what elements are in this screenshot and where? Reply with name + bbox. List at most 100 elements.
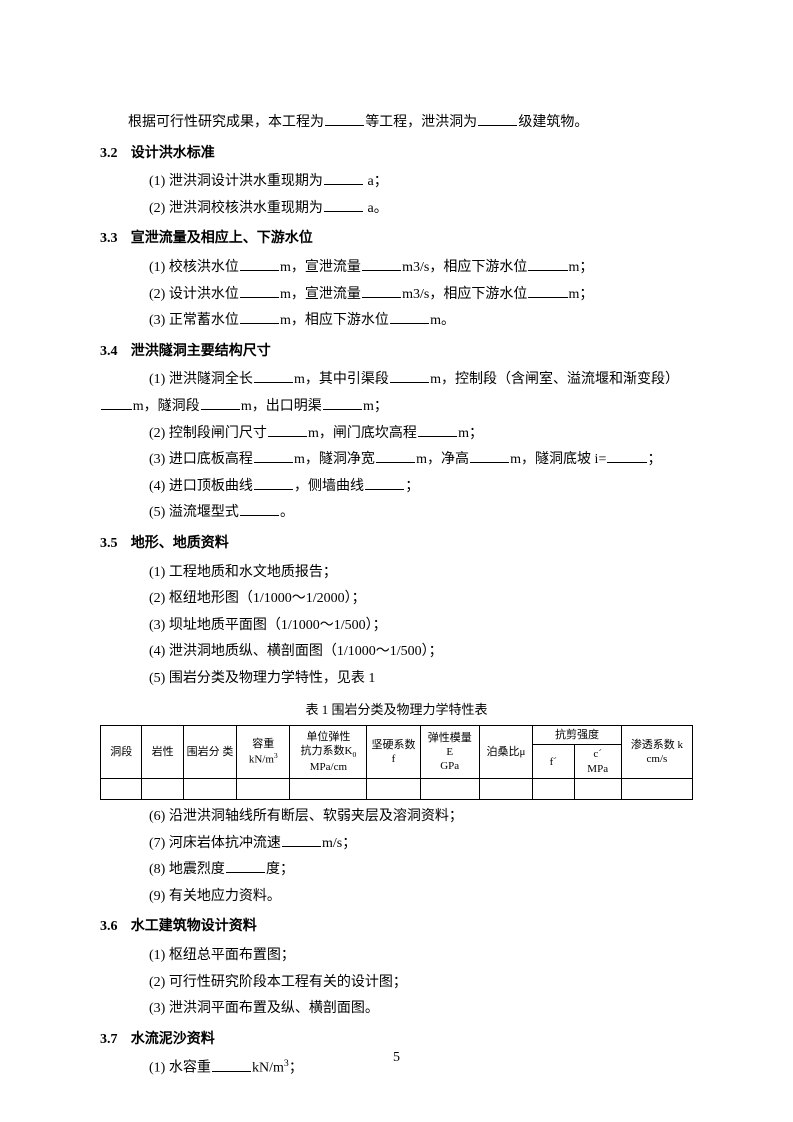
- table-header: 围岩分 类: [183, 726, 236, 779]
- blank-field[interactable]: [528, 256, 567, 271]
- blank-field[interactable]: [390, 368, 429, 383]
- text: m，隧洞段: [133, 399, 200, 414]
- blank-field[interactable]: [254, 368, 293, 383]
- blank-field[interactable]: [240, 256, 279, 271]
- text: E: [446, 746, 453, 758]
- text: MPa: [587, 763, 608, 775]
- text: 度；: [266, 862, 294, 877]
- blank-field[interactable]: [362, 256, 401, 271]
- blank-field[interactable]: [470, 448, 509, 463]
- table-header: fˊ: [533, 745, 574, 779]
- table-header: cˊ MPa: [574, 745, 621, 779]
- list-item: (1) 泄洪洞设计洪水重现期为 a；: [100, 169, 693, 196]
- table-cell: [183, 779, 236, 800]
- list-item: (5) 溢流堰型式 。: [100, 500, 693, 527]
- blank-field[interactable]: [282, 832, 321, 847]
- table-cell: [101, 779, 142, 800]
- text: m，隧洞净宽: [294, 452, 375, 467]
- blank-field[interactable]: [418, 422, 457, 437]
- section-3-5-heading: 3.5地形、地质资料: [100, 531, 693, 558]
- blank-field[interactable]: [240, 501, 279, 516]
- text: (5) 溢流堰型式: [149, 505, 239, 520]
- list-item: (1) 枢纽总平面布置图；: [100, 943, 693, 970]
- text: m，控制段（含闸室、溢流堰和渐变段）: [430, 372, 679, 387]
- list-item-continuation: m，隧洞段m，出口明渠m；: [100, 394, 693, 421]
- section-number: 3.5: [100, 531, 131, 558]
- text: kN/m: [249, 754, 274, 766]
- table-cell: [479, 779, 532, 800]
- text: a；: [364, 174, 388, 189]
- table-header-row: 洞段 岩性 围岩分 类 容重kN/m3 单位弹性抗力系数K0MPa/cm 坚硬系…: [101, 726, 693, 745]
- text: m；: [458, 426, 483, 441]
- section-title: 地形、地质资料: [131, 536, 229, 551]
- text: a。: [364, 201, 388, 216]
- text: (1) 泄洪洞设计洪水重现期为: [149, 174, 323, 189]
- table-header: 弹性模量EGPa: [420, 726, 479, 779]
- blank-field[interactable]: [478, 111, 517, 126]
- section-number: 3.3: [100, 226, 131, 253]
- blank-field[interactable]: [607, 448, 646, 463]
- blank-field[interactable]: [528, 283, 567, 298]
- table-caption: 表 1 围岩分类及物理力学特性表: [100, 698, 693, 723]
- text: (4) 进口顶板曲线: [149, 479, 253, 494]
- table-header: 泊桑比μ: [479, 726, 532, 779]
- section-number: 3.4: [100, 339, 131, 366]
- list-item: (1) 工程地质和水文地质报告；: [100, 560, 693, 587]
- blank-field[interactable]: [323, 395, 362, 410]
- blank-field[interactable]: [376, 448, 415, 463]
- blank-field[interactable]: [201, 395, 240, 410]
- list-item: (5) 围岩分类及物理力学特性，见表 1: [100, 666, 693, 693]
- text: 容重: [252, 738, 274, 750]
- text: 围岩分 类: [187, 746, 234, 758]
- text: 单位弹性: [306, 731, 350, 743]
- blank-field[interactable]: [365, 475, 404, 490]
- text: cˊ: [593, 748, 602, 760]
- blank-field[interactable]: [240, 309, 279, 324]
- document-page: { "intro_line": { "t1": "根据可行性研究成果，本工程为"…: [0, 0, 793, 1122]
- text: (8) 地震烈度: [149, 862, 225, 877]
- text: 等工程，泄洪洞为: [365, 115, 477, 130]
- list-item: (8) 地震烈度 度；: [100, 857, 693, 884]
- list-item: (3) 正常蓄水位m，相应下游水位m。: [100, 308, 693, 335]
- blank-field[interactable]: [324, 197, 363, 212]
- section-title: 水工建筑物设计资料: [131, 919, 257, 934]
- text: m/s；: [322, 836, 356, 851]
- list-item: (2) 泄洪洞校核洪水重现期为 a。: [100, 196, 693, 223]
- text: 。: [280, 505, 294, 520]
- text: m3/s，相应下游水位: [402, 287, 527, 302]
- blank-field[interactable]: [226, 858, 265, 873]
- text: m，净高: [416, 452, 469, 467]
- list-item: (3) 坝址地质平面图（1/1000～1/500）；: [100, 613, 693, 640]
- text: m，闸门底坎高程: [308, 426, 417, 441]
- text: (3) 正常蓄水位: [149, 313, 239, 328]
- text: m。: [430, 313, 455, 328]
- section-number: 3.6: [100, 914, 131, 941]
- list-item: (4) 进口顶板曲线，侧墙曲线；: [100, 474, 693, 501]
- table-cell: [367, 779, 420, 800]
- text: (7) 河床岩体抗冲流速: [149, 836, 281, 851]
- blank-field[interactable]: [240, 283, 279, 298]
- section-title: 设计洪水标准: [131, 146, 215, 161]
- blank-field[interactable]: [101, 395, 132, 410]
- blank-field[interactable]: [362, 283, 401, 298]
- text: (2) 控制段闸门尺寸: [149, 426, 267, 441]
- blank-field[interactable]: [268, 422, 307, 437]
- section-3-2-heading: 3.2设计洪水标准: [100, 141, 693, 168]
- list-item: (2) 枢纽地形图（1/1000～1/2000）；: [100, 586, 693, 613]
- list-item: (1) 校核洪水位m，宣泄流量m3/s，相应下游水位m；: [100, 255, 693, 282]
- table-cell: [142, 779, 183, 800]
- blank-field[interactable]: [324, 170, 363, 185]
- text: (1) 校核洪水位: [149, 260, 239, 275]
- text: 抗力系数K: [300, 745, 352, 757]
- list-item: (1) 泄洪隧洞全长m，其中引渠段m，控制段（含闸室、溢流堰和渐变段）: [100, 367, 693, 394]
- text: m，出口明渠: [241, 399, 322, 414]
- blank-field[interactable]: [254, 475, 293, 490]
- section-title: 宣泄流量及相应上、下游水位: [131, 231, 313, 246]
- section-3-3-heading: 3.3宣泄流量及相应上、下游水位: [100, 226, 693, 253]
- text: ，侧墙曲线: [294, 479, 364, 494]
- blank-field[interactable]: [325, 111, 364, 126]
- blank-field[interactable]: [390, 309, 429, 324]
- table-cell: [621, 779, 692, 800]
- text: cm/s: [647, 753, 668, 765]
- blank-field[interactable]: [254, 448, 293, 463]
